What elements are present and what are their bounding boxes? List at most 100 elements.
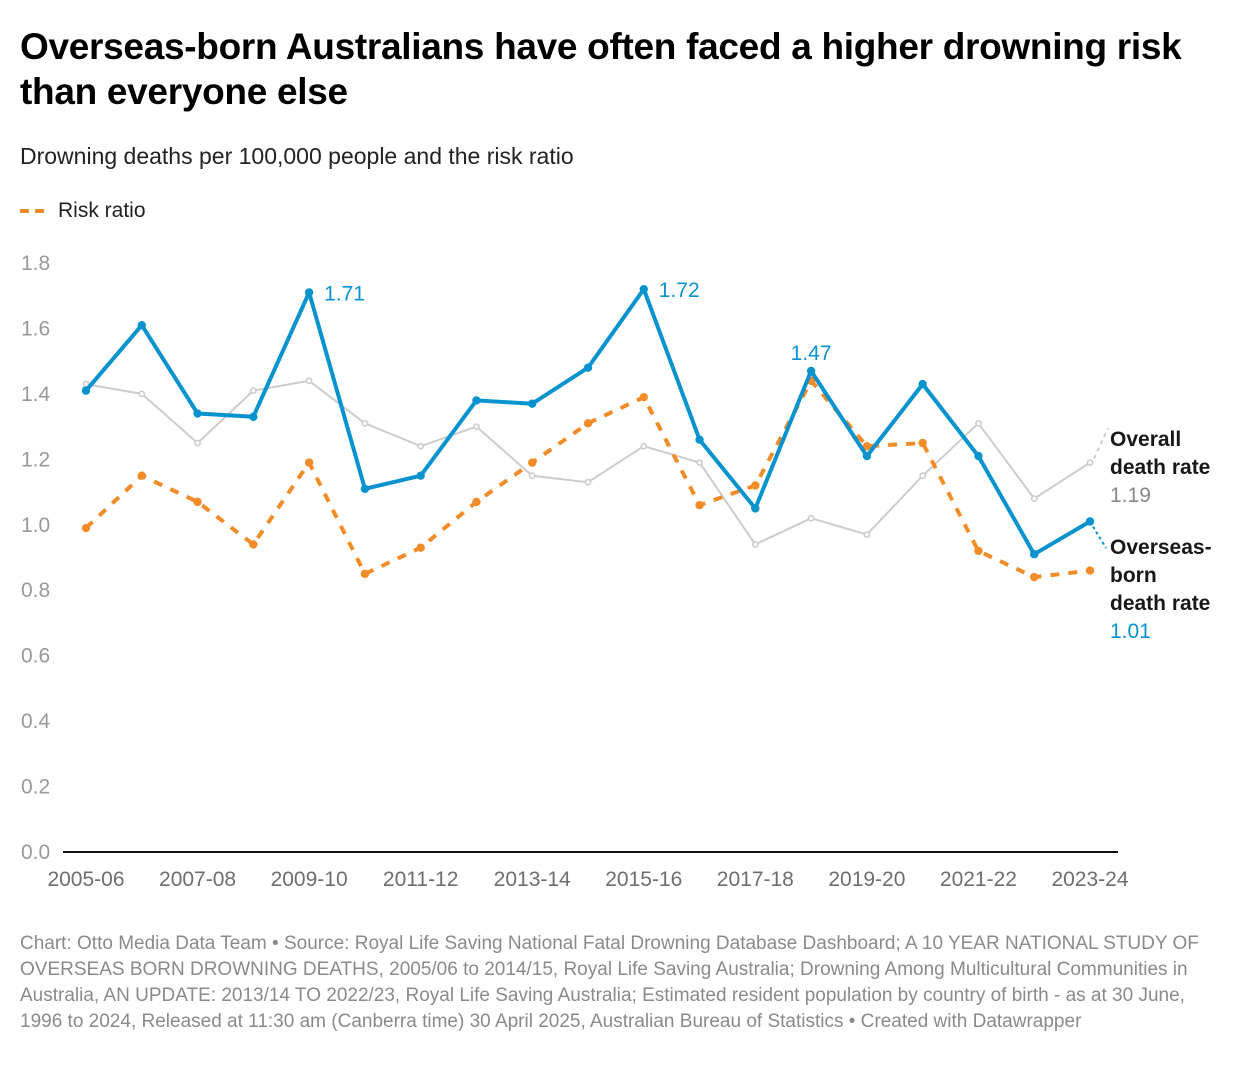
data-point	[137, 320, 146, 330]
y-tick-label: 1.6	[21, 317, 50, 340]
x-tick-label: 2011-12	[383, 868, 459, 891]
data-point	[1086, 459, 1094, 467]
end-labels: Overall death rate 1.19 Overseas-born death …	[1092, 427, 1212, 643]
x-tick-label: 2007-08	[159, 868, 236, 891]
data-point	[193, 409, 202, 418]
data-point	[1030, 572, 1039, 582]
data-point	[863, 531, 871, 538]
x-tick-label: 2023-24	[1051, 868, 1128, 891]
data-point	[919, 472, 927, 480]
data-point	[305, 377, 313, 385]
data-point	[81, 386, 91, 395]
data-point	[304, 288, 314, 297]
data-point	[918, 379, 927, 389]
data-point	[138, 390, 146, 398]
data-point	[360, 484, 370, 493]
value-annotation: 1.72	[659, 279, 700, 302]
data-point	[528, 399, 537, 408]
data-point	[695, 435, 704, 444]
data-point	[583, 363, 593, 372]
data-point	[696, 459, 703, 467]
end-label-connector	[1092, 525, 1107, 549]
value-annotation: 1.47	[791, 342, 832, 365]
data-point	[974, 546, 983, 556]
data-point	[472, 497, 481, 507]
x-tick-label: 2019-20	[828, 868, 905, 891]
y-axis: 0.0 0.2 0.4 0.6 0.8 1.0 1.2 1.4 1.6 1.8	[21, 252, 51, 864]
data-point	[304, 458, 314, 467]
y-tick-label: 0.4	[21, 710, 51, 733]
end-label-connector	[1093, 427, 1109, 460]
data-point	[473, 423, 480, 431]
end-label-title: Overall	[1110, 428, 1181, 451]
data-point	[751, 481, 760, 490]
series-overseas-born-death-rate	[81, 284, 1095, 559]
x-axis: 2005-06 2007-08 2009-10 2011-12 2013-14 2015-…	[47, 868, 1128, 891]
data-point	[417, 442, 425, 450]
data-point	[81, 523, 91, 533]
data-point	[193, 497, 202, 507]
data-point	[194, 439, 201, 447]
data-point	[1030, 495, 1038, 502]
data-point	[137, 471, 146, 480]
end-label-value: 1.01	[1110, 620, 1151, 643]
data-point	[807, 514, 815, 522]
x-tick-label: 2015-16	[605, 868, 682, 891]
data-point	[640, 442, 648, 450]
data-point	[918, 438, 927, 448]
y-tick-label: 0.6	[21, 645, 50, 668]
data-point	[751, 504, 760, 513]
data-point	[361, 419, 369, 427]
data-point	[416, 471, 425, 480]
y-tick-label: 0.8	[21, 579, 50, 602]
data-point	[862, 442, 872, 451]
data-point	[416, 543, 425, 552]
end-label-title: death rate	[1110, 592, 1210, 615]
data-point	[1085, 566, 1095, 575]
legend-swatch-risk-ratio	[20, 209, 50, 213]
data-point	[862, 451, 872, 461]
data-point	[249, 412, 258, 421]
series-risk-ratio	[81, 376, 1095, 582]
data-point	[975, 419, 982, 427]
data-point	[639, 284, 648, 294]
end-label-title: Overseas-	[1110, 536, 1212, 559]
data-point	[584, 478, 592, 486]
data-point	[360, 569, 370, 579]
x-tick-label: 2021-22	[940, 868, 1017, 891]
chart-subtitle: Drowning deaths per 100,000 people and t…	[20, 143, 574, 169]
data-point	[249, 387, 257, 395]
data-point	[695, 500, 704, 510]
chart-title: Overseas-born Australians have often fac…	[20, 26, 1182, 112]
data-point	[639, 392, 648, 402]
legend-label-risk-ratio: Risk ratio	[58, 199, 146, 222]
x-tick-label: 2013-14	[494, 868, 571, 891]
y-tick-label: 1.4	[21, 383, 51, 406]
y-tick-label: 1.8	[21, 252, 50, 275]
end-label-value: 1.19	[1110, 484, 1151, 507]
data-point	[1085, 517, 1095, 526]
legend: Risk ratio	[20, 199, 146, 223]
y-tick-label: 1.2	[21, 448, 50, 471]
series-layer	[81, 284, 1095, 582]
data-point	[583, 419, 593, 428]
series-overall-death-rate	[82, 377, 1094, 548]
data-point	[806, 366, 816, 376]
y-tick-label: 0.0	[21, 841, 50, 864]
x-tick-label: 2017-18	[717, 868, 794, 891]
data-point	[528, 472, 536, 480]
data-point	[249, 540, 258, 549]
x-tick-label: 2005-06	[47, 868, 124, 891]
data-point	[974, 451, 983, 461]
data-point	[472, 396, 481, 405]
y-tick-label: 1.0	[21, 514, 50, 537]
y-tick-label: 0.2	[21, 776, 50, 799]
end-label-title: born	[1110, 564, 1157, 587]
data-point	[1030, 550, 1039, 559]
annotation-layer: 1.71 1.72 1.47	[324, 279, 831, 365]
end-label-title: death rate	[1110, 456, 1210, 479]
chart-footer-source: Chart: Otto Media Data Team • Source: Ro…	[20, 933, 1199, 1032]
x-tick-label: 2009-10	[271, 868, 348, 891]
data-point	[528, 458, 537, 467]
